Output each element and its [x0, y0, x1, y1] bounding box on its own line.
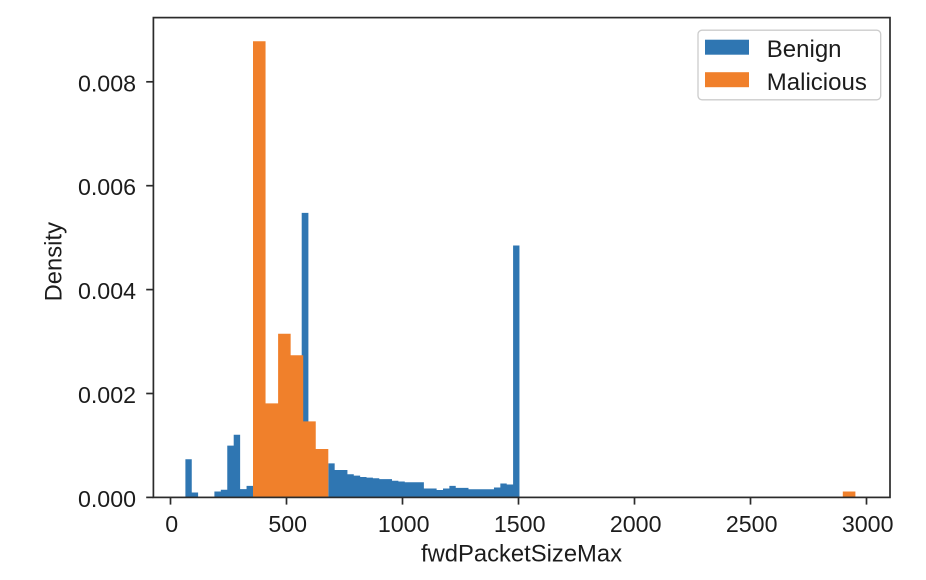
- svg-text:2000: 2000: [610, 511, 662, 537]
- svg-text:500: 500: [268, 511, 307, 537]
- svg-text:Benign: Benign: [767, 36, 842, 63]
- svg-text:2500: 2500: [726, 511, 778, 537]
- svg-text:3000: 3000: [842, 511, 894, 537]
- svg-text:0.000: 0.000: [78, 486, 136, 512]
- svg-text:0: 0: [165, 511, 178, 537]
- svg-text:fwdPacketSizeMax: fwdPacketSizeMax: [421, 541, 622, 568]
- svg-text:0.002: 0.002: [78, 382, 136, 408]
- svg-text:0.008: 0.008: [78, 70, 136, 96]
- svg-text:1500: 1500: [494, 511, 546, 537]
- svg-text:0.004: 0.004: [78, 278, 136, 304]
- svg-text:Malicious: Malicious: [767, 69, 867, 96]
- svg-text:1000: 1000: [378, 511, 430, 537]
- svg-text:0.006: 0.006: [78, 174, 136, 200]
- svg-text:Density: Density: [41, 222, 68, 301]
